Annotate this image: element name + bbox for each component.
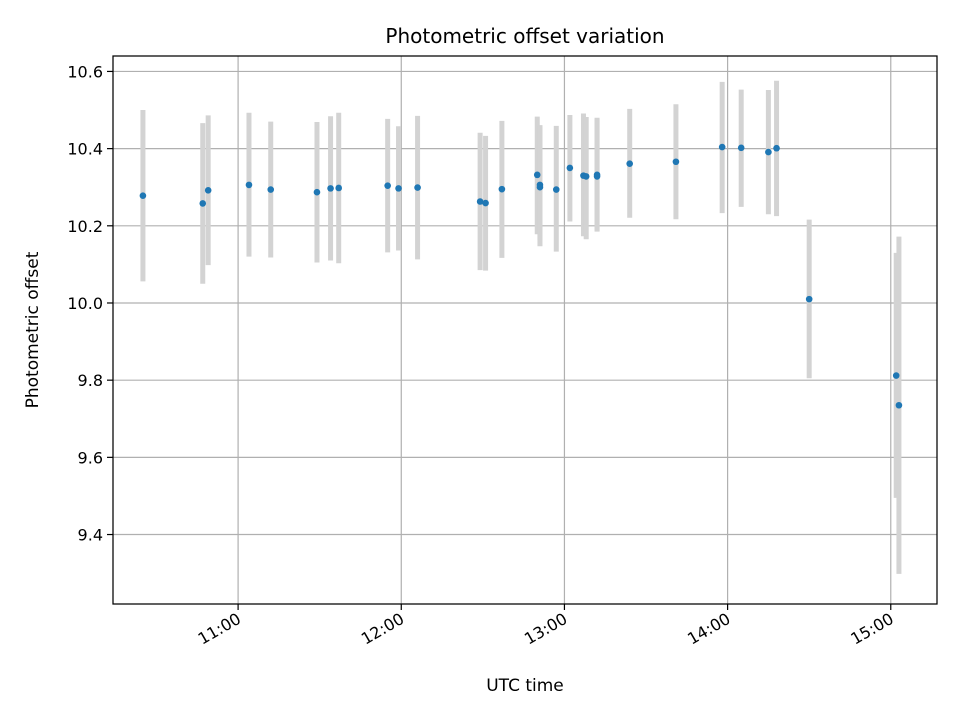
data-point bbox=[313, 188, 321, 196]
data-point bbox=[533, 171, 541, 179]
y-tick-label: 10.4 bbox=[67, 140, 103, 159]
grid-layer bbox=[113, 56, 937, 604]
data-point bbox=[414, 184, 421, 191]
y-tick-label: 10.6 bbox=[67, 62, 103, 81]
data-point bbox=[582, 173, 590, 180]
data-point bbox=[204, 186, 212, 194]
data-point bbox=[476, 198, 484, 205]
x-axis-title: UTC time bbox=[486, 676, 564, 696]
x-tick-label: 14:00 bbox=[684, 609, 733, 649]
data-point bbox=[718, 143, 726, 151]
x-tick-label: 13:00 bbox=[521, 609, 570, 649]
data-point bbox=[892, 372, 900, 379]
x-tick-layer: 11:00 12:00 13:00 14:00 15:00 bbox=[195, 604, 897, 649]
data-point bbox=[482, 199, 489, 207]
data-point bbox=[773, 144, 780, 152]
y-tick-label: 9.4 bbox=[78, 526, 103, 545]
data-point bbox=[765, 148, 772, 156]
y-tick-label: 9.8 bbox=[78, 371, 103, 390]
y-tick-label: 9.6 bbox=[78, 448, 103, 467]
data-point bbox=[335, 184, 343, 192]
data-point bbox=[384, 182, 391, 189]
error-bar-layer bbox=[140, 80, 902, 574]
x-tick-label: 12:00 bbox=[358, 609, 407, 649]
x-tick-label: 11:00 bbox=[195, 609, 244, 649]
data-point bbox=[895, 401, 903, 409]
data-point bbox=[395, 185, 402, 192]
data-point bbox=[498, 185, 506, 193]
point-layer bbox=[139, 143, 903, 409]
data-point bbox=[566, 164, 574, 172]
data-point bbox=[552, 186, 560, 193]
y-tick-label: 10.2 bbox=[67, 217, 103, 236]
data-point bbox=[626, 160, 633, 167]
y-axis-title: Photometric offset bbox=[23, 251, 43, 408]
x-tick-label: 15:00 bbox=[847, 609, 896, 649]
data-point bbox=[536, 183, 544, 191]
data-point bbox=[805, 295, 813, 303]
data-point bbox=[672, 158, 680, 166]
data-point bbox=[199, 200, 207, 207]
chart-title: Photometric offset variation bbox=[385, 24, 664, 48]
plot-frame bbox=[112, 55, 938, 605]
y-tick-layer: 9.4 9.6 9.8 10.0 10.2 10.4 10.6 bbox=[67, 62, 113, 545]
data-point bbox=[593, 173, 601, 180]
data-point bbox=[245, 181, 253, 189]
data-point bbox=[327, 185, 334, 192]
y-tick-label: 10.0 bbox=[67, 294, 103, 313]
data-point bbox=[139, 192, 147, 200]
data-point bbox=[267, 186, 275, 193]
data-point bbox=[737, 144, 745, 152]
